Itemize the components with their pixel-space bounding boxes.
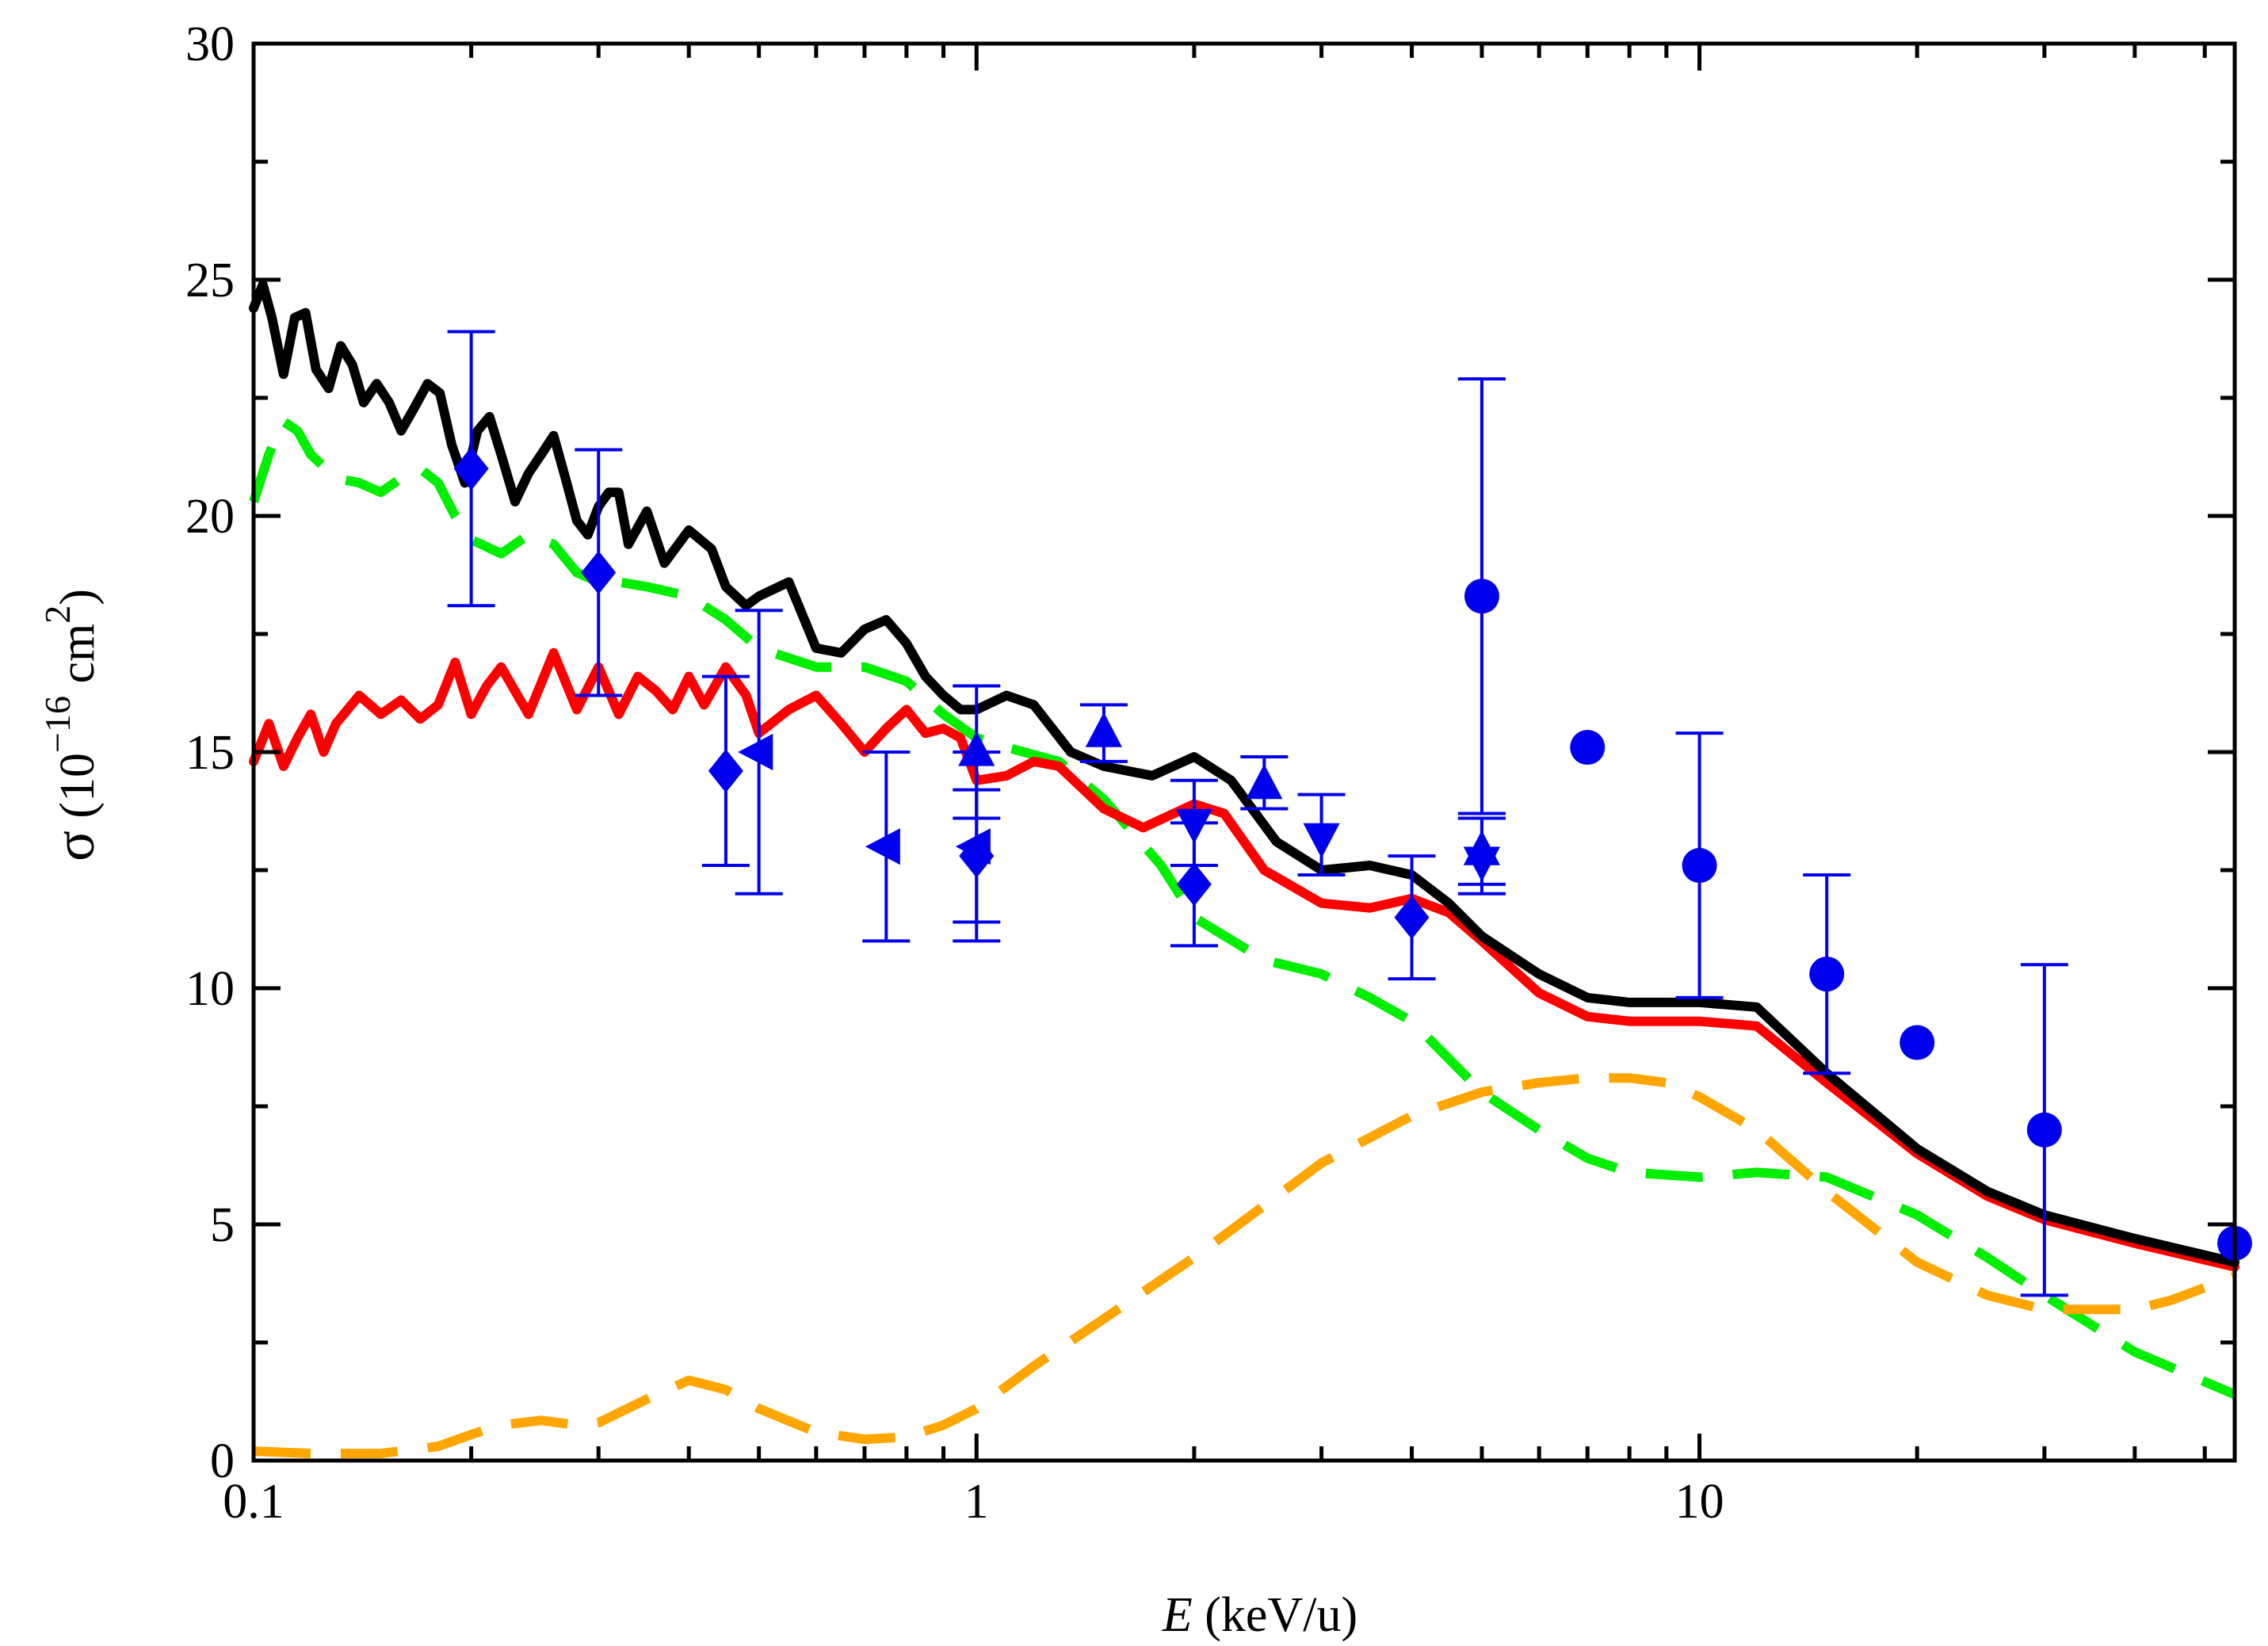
y-tick-label: 5 [210,1198,235,1252]
y-tick-label: 10 [185,962,235,1016]
x-tick-label: 1 [964,1475,989,1529]
marker-triangle-left-0 [738,733,773,771]
marker-triangle-up-2 [1246,764,1283,800]
axes-group [251,41,2237,1463]
marker-triangle-down-0 [1175,808,1212,844]
marker-triangle-left-2 [955,828,991,865]
marker-diamond-4 [1176,862,1212,907]
series-group [249,280,2239,1459]
data-markers-group [447,330,2252,1297]
y-tick-label: 20 [185,490,235,544]
x-axis-title: E (keV/u) [1162,1588,1357,1642]
marker-circle-3 [1809,957,1845,992]
marker-circle-0 [1464,579,1499,614]
x-tick-label: 10 [1675,1475,1724,1529]
series-line-orange-dashed [253,1073,2237,1459]
marker-circle-4 [1900,1025,1935,1060]
y-tick-label: 0 [210,1434,235,1488]
marker-triangle-up-1 [1085,712,1122,747]
marker-circle-2 [1682,848,1717,884]
marker-diamond-2 [708,749,743,793]
series-line-green-dashed [249,416,2237,1400]
marker-triangle-left-1 [865,828,900,865]
marker-circle-1 [1570,730,1606,766]
y-tick-label: 25 [185,254,235,307]
marker-triangle-up-0 [958,731,995,766]
tick-labels-group: 0 5 10 15 20 25 30 0.1 1 10 [185,17,1724,1529]
marker-diamond-1 [581,551,617,594]
y-tick-label: 30 [185,17,235,71]
marker-diamond-5 [1394,896,1430,940]
y-axis-title: σ (10−16 cm2) [37,589,106,861]
series-line-red-solid [249,647,2239,1272]
y-tick-label: 15 [185,726,235,780]
x-tick-label: 0.1 [223,1475,284,1529]
marker-diamond-0 [453,446,489,491]
series-line-black-solid [249,280,2239,1267]
marker-circle-5 [2026,1112,2062,1148]
marker-triangle-down-1 [1303,823,1340,858]
marker-triangle-down-2 [1463,846,1500,882]
